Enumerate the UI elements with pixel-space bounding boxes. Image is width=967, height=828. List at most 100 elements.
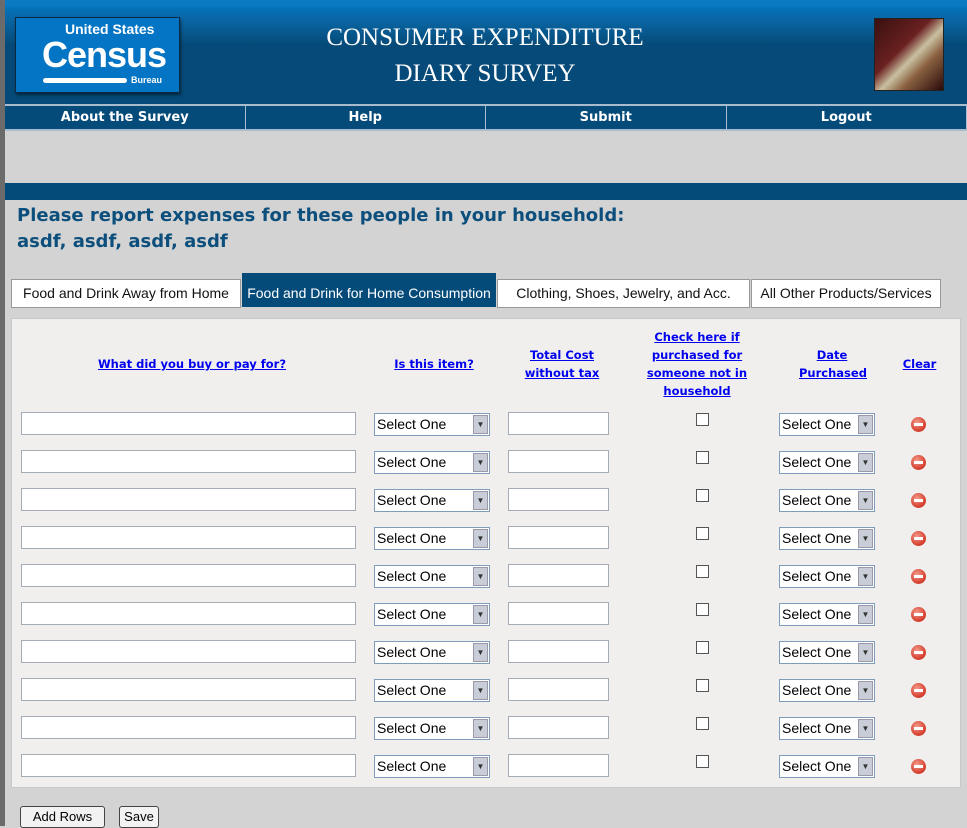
date-select[interactable]: Select One▼ — [779, 527, 875, 550]
item-input[interactable] — [21, 488, 356, 511]
outside-household-checkbox[interactable] — [696, 755, 709, 768]
outside-household-checkbox[interactable] — [696, 717, 709, 730]
outside-household-checkbox[interactable] — [696, 603, 709, 616]
chevron-down-icon[interactable]: ▼ — [858, 529, 873, 548]
select-value: Select One — [782, 758, 851, 774]
item-input[interactable] — [21, 602, 356, 625]
header-date[interactable]: Date Purchased — [787, 346, 877, 382]
chevron-down-icon[interactable]: ▼ — [858, 643, 873, 662]
cost-input[interactable] — [508, 526, 609, 549]
chevron-down-icon[interactable]: ▼ — [473, 719, 488, 738]
chevron-down-icon[interactable]: ▼ — [473, 529, 488, 548]
chevron-down-icon[interactable]: ▼ — [473, 415, 488, 434]
header-outside[interactable]: Check here if purchased for someone not … — [642, 328, 752, 400]
item-type-select[interactable]: Select One▼ — [374, 413, 490, 436]
header-cost[interactable]: Total Cost without tax — [517, 346, 607, 382]
chevron-down-icon[interactable]: ▼ — [858, 415, 873, 434]
date-select[interactable]: Select One ▼ — [779, 755, 875, 778]
clear-row-icon[interactable] — [911, 645, 926, 660]
item-type-select[interactable]: Select One▼ — [374, 603, 490, 626]
date-select[interactable]: Select One▼ — [779, 413, 875, 436]
clear-row-icon[interactable] — [911, 493, 926, 508]
clear-row-icon[interactable] — [911, 417, 926, 432]
outside-household-checkbox[interactable] — [696, 527, 709, 540]
header-item[interactable]: What did you buy or pay for? — [82, 355, 302, 373]
item-input[interactable] — [21, 412, 356, 435]
cost-input[interactable] — [508, 488, 609, 511]
chevron-down-icon[interactable]: ▼ — [858, 491, 873, 510]
clear-row-icon[interactable] — [911, 569, 926, 584]
tab-other[interactable]: All Other Products/Services — [751, 279, 941, 308]
item-input[interactable] — [21, 564, 356, 587]
date-select[interactable]: Select One▼ — [779, 641, 875, 664]
item-input[interactable] — [21, 526, 356, 549]
select-value: Select One — [782, 568, 851, 584]
clear-row-icon[interactable] — [911, 531, 926, 546]
item-input[interactable] — [21, 678, 356, 701]
date-select[interactable]: Select One▼ — [779, 451, 875, 474]
cost-input[interactable] — [508, 754, 609, 777]
item-type-select[interactable]: Select One▼ — [374, 527, 490, 550]
item-input[interactable] — [21, 640, 356, 663]
save-button[interactable]: Save — [119, 806, 159, 828]
cost-input[interactable] — [508, 602, 609, 625]
chevron-down-icon[interactable]: ▼ — [858, 453, 873, 472]
outside-household-checkbox[interactable] — [696, 679, 709, 692]
tab-food-away[interactable]: Food and Drink Away from Home — [11, 279, 241, 308]
outside-household-checkbox[interactable] — [696, 451, 709, 464]
outside-household-checkbox[interactable] — [696, 641, 709, 654]
chevron-down-icon[interactable]: ▼ — [473, 605, 488, 624]
nav-submit[interactable]: Submit — [486, 106, 727, 129]
tab-clothing[interactable]: Clothing, Shoes, Jewelry, and Acc. — [497, 279, 750, 308]
cost-input[interactable] — [508, 678, 609, 701]
item-type-select[interactable]: Select One▼ — [374, 755, 490, 778]
item-type-select[interactable]: Select One▼ — [374, 489, 490, 512]
date-select[interactable]: Select One▼ — [779, 679, 875, 702]
cost-input[interactable] — [508, 640, 609, 663]
chevron-down-icon[interactable]: ▼ — [473, 643, 488, 662]
cost-input[interactable] — [508, 412, 609, 435]
chevron-down-icon[interactable]: ▼ — [473, 567, 488, 586]
chevron-down-icon[interactable]: ▼ — [858, 757, 873, 776]
chevron-down-icon[interactable]: ▼ — [858, 719, 873, 738]
nav-about[interactable]: About the Survey — [5, 106, 246, 129]
item-type-select[interactable]: Select One▼ — [374, 717, 490, 740]
clear-row-icon[interactable] — [911, 759, 926, 774]
item-type-select[interactable]: Select One▼ — [374, 451, 490, 474]
date-select[interactable]: Select One▼ — [779, 717, 875, 740]
item-type-select[interactable]: Select One▼ — [374, 679, 490, 702]
cost-input[interactable] — [508, 450, 609, 473]
header-clear[interactable]: Clear — [897, 355, 942, 373]
chevron-down-icon[interactable]: ▼ — [473, 757, 488, 776]
date-select[interactable]: Select One ▼ — [779, 565, 875, 588]
item-type-select[interactable]: Select One▼ — [374, 565, 490, 588]
clear-row-icon[interactable] — [911, 683, 926, 698]
clear-row-icon[interactable] — [911, 721, 926, 736]
chevron-down-icon[interactable]: ▼ — [473, 681, 488, 700]
outside-household-checkbox[interactable] — [696, 413, 709, 426]
chevron-down-icon[interactable]: ▼ — [473, 453, 488, 472]
clear-row-icon[interactable] — [911, 607, 926, 622]
header-type[interactable]: Is this item? — [384, 355, 484, 373]
add-rows-button[interactable]: Add Rows — [20, 806, 105, 828]
tab-food-home[interactable]: Food and Drink for Home Consumption — [242, 273, 496, 307]
chevron-down-icon[interactable]: ▼ — [858, 681, 873, 700]
date-select[interactable]: Select One▼ — [779, 603, 875, 626]
date-select[interactable]: Select One▼ — [779, 489, 875, 512]
item-type-select[interactable]: Select One▼ — [374, 641, 490, 664]
census-logo[interactable]: United States Census Bureau — [15, 17, 180, 93]
nav-logout[interactable]: Logout — [727, 106, 967, 129]
cost-input[interactable] — [508, 716, 609, 739]
item-input[interactable] — [21, 716, 356, 739]
item-input[interactable] — [21, 450, 356, 473]
outside-household-checkbox[interactable] — [696, 489, 709, 502]
chevron-down-icon[interactable]: ▼ — [858, 567, 873, 586]
clear-row-icon[interactable] — [911, 455, 926, 470]
item-input[interactable] — [21, 754, 356, 777]
chevron-down-icon[interactable]: ▼ — [473, 491, 488, 510]
cost-input[interactable] — [508, 564, 609, 587]
outside-household-checkbox[interactable] — [696, 565, 709, 578]
nav-help[interactable]: Help — [246, 106, 487, 129]
expense-table: What did you buy or pay for? Is this ite… — [11, 318, 961, 788]
chevron-down-icon[interactable]: ▼ — [858, 605, 873, 624]
